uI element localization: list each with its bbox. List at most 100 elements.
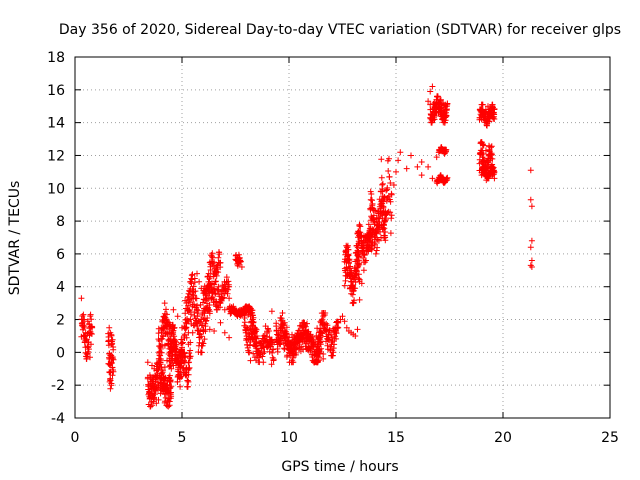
data-point bbox=[189, 329, 196, 336]
data-point bbox=[491, 106, 498, 113]
x-tick-label: 10 bbox=[280, 430, 298, 446]
plot-frame bbox=[74, 56, 611, 419]
y-tick-label: -2 bbox=[51, 378, 65, 394]
data-point bbox=[221, 306, 228, 313]
data-point bbox=[363, 257, 369, 264]
data-point bbox=[326, 327, 333, 334]
data-point bbox=[225, 286, 232, 293]
data-point bbox=[379, 180, 386, 187]
data-point bbox=[164, 378, 170, 385]
data-point bbox=[485, 155, 491, 162]
data-point bbox=[491, 116, 498, 122]
data-point bbox=[209, 280, 215, 287]
data-point bbox=[527, 167, 534, 174]
data-point bbox=[170, 327, 177, 334]
data-point bbox=[247, 357, 254, 364]
data-point bbox=[528, 237, 535, 244]
data-point bbox=[234, 254, 241, 261]
data-point bbox=[236, 259, 243, 266]
data-point bbox=[390, 182, 397, 188]
data-point bbox=[261, 348, 268, 355]
data-point bbox=[277, 336, 284, 342]
data-point bbox=[315, 358, 321, 365]
data-point bbox=[215, 269, 222, 276]
data-point bbox=[434, 93, 441, 100]
data-point bbox=[187, 353, 194, 360]
data-point bbox=[352, 285, 359, 292]
data-point bbox=[485, 170, 491, 177]
data-point bbox=[281, 319, 288, 326]
y-tick-label: 16 bbox=[47, 83, 65, 99]
data-point bbox=[429, 83, 436, 90]
data-point bbox=[183, 365, 190, 372]
data-point bbox=[482, 106, 489, 113]
data-point bbox=[193, 295, 200, 302]
data-point bbox=[437, 113, 444, 120]
data-point bbox=[369, 200, 376, 207]
data-point bbox=[206, 283, 213, 290]
data-point bbox=[204, 273, 211, 280]
data-point bbox=[198, 333, 205, 340]
data-point bbox=[367, 237, 374, 244]
data-point bbox=[442, 117, 449, 124]
data-point bbox=[369, 229, 376, 236]
data-point bbox=[425, 163, 432, 170]
data-point bbox=[198, 285, 205, 292]
data-point bbox=[217, 259, 224, 266]
data-point bbox=[256, 349, 262, 356]
data-point bbox=[161, 342, 168, 349]
data-point bbox=[356, 296, 363, 303]
data-point bbox=[342, 277, 349, 284]
data-point bbox=[107, 329, 114, 336]
data-point bbox=[157, 390, 164, 397]
data-point bbox=[189, 301, 196, 308]
data-point bbox=[202, 291, 209, 298]
data-point bbox=[251, 324, 258, 331]
data-point bbox=[433, 154, 440, 161]
data-point bbox=[328, 331, 334, 338]
data-point bbox=[157, 375, 164, 382]
data-point bbox=[440, 102, 447, 109]
data-point bbox=[198, 316, 205, 323]
data-point bbox=[204, 315, 211, 321]
data-point bbox=[356, 276, 363, 283]
data-point bbox=[159, 385, 166, 392]
axis-ticks: -4 -2 0 2 4 6 8 10 12 14 16 18 0 5 10 15 20 25 bbox=[47, 50, 619, 446]
data-point bbox=[221, 329, 228, 336]
data-point bbox=[440, 177, 447, 184]
data-point bbox=[298, 323, 305, 330]
data-point bbox=[163, 311, 170, 318]
data-point bbox=[169, 338, 176, 345]
data-point bbox=[384, 209, 391, 216]
data-point bbox=[351, 297, 358, 304]
data-point bbox=[179, 346, 185, 353]
data-point bbox=[273, 323, 280, 330]
data-point bbox=[375, 237, 382, 244]
data-point bbox=[431, 113, 438, 120]
data-point bbox=[527, 196, 534, 203]
data-point bbox=[355, 248, 362, 255]
data-point bbox=[202, 297, 209, 304]
data-point bbox=[487, 165, 494, 172]
data-point bbox=[166, 319, 173, 326]
data-point bbox=[161, 382, 168, 389]
data-point bbox=[479, 101, 486, 108]
data-point bbox=[230, 303, 237, 310]
data-point bbox=[384, 184, 391, 191]
data-point bbox=[214, 286, 221, 293]
data-point bbox=[381, 194, 388, 200]
data-point bbox=[211, 259, 218, 266]
data-point bbox=[444, 174, 451, 181]
data-point bbox=[352, 333, 359, 339]
data-point bbox=[435, 108, 442, 115]
y-tick-label: 12 bbox=[47, 148, 65, 164]
data-point bbox=[425, 98, 432, 105]
data-point bbox=[253, 338, 260, 345]
x-tick-label: 0 bbox=[71, 430, 80, 446]
data-point bbox=[442, 149, 449, 156]
data-point bbox=[355, 271, 362, 278]
data-point bbox=[383, 187, 390, 194]
data-point bbox=[347, 263, 354, 270]
data-point bbox=[260, 333, 267, 339]
